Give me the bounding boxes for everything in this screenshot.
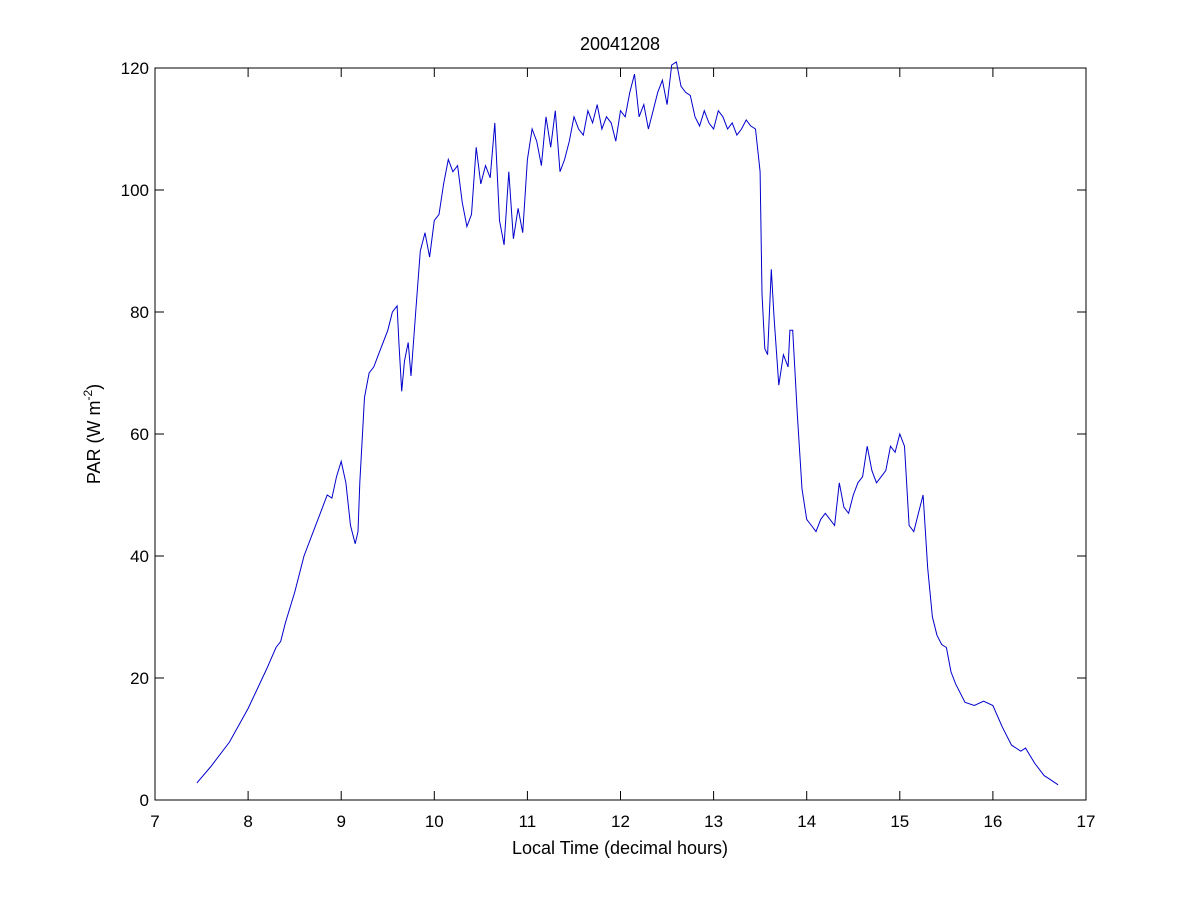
y-axis-ticks: 0 20 40 60 80 100 120 <box>121 59 1086 810</box>
y-tick-label: 80 <box>130 303 149 322</box>
x-tick-label: 12 <box>611 812 630 831</box>
y-axis-label: PAR (W m-2) <box>81 384 104 484</box>
y-axis-label-base: PAR (W m <box>84 401 104 485</box>
y-tick-label: 100 <box>121 181 149 200</box>
x-tick-label: 16 <box>983 812 1002 831</box>
x-tick-label: 11 <box>519 812 537 831</box>
y-tick-label: 20 <box>130 669 149 688</box>
x-tick-label: 10 <box>425 812 444 831</box>
x-axis-label: Local Time (decimal hours) <box>512 838 728 858</box>
x-tick-label: 13 <box>704 812 723 831</box>
par-series-line <box>196 61 1059 786</box>
x-axis-ticks: 7 8 9 10 11 12 13 14 15 16 17 <box>150 68 1095 831</box>
x-tick-label: 17 <box>1077 812 1096 831</box>
y-tick-label: 60 <box>130 425 149 444</box>
x-tick-label: 9 <box>336 812 345 831</box>
y-tick-label: 0 <box>140 791 149 810</box>
chart-title: 20041208 <box>580 34 660 54</box>
y-tick-label: 120 <box>121 59 149 78</box>
x-tick-label: 14 <box>797 812 816 831</box>
x-tick-label: 15 <box>890 812 909 831</box>
y-axis-label-superscript: -2 <box>81 390 95 401</box>
x-tick-label: 7 <box>150 812 159 831</box>
plot-area-frame <box>154 67 1087 801</box>
y-tick-label: 40 <box>130 547 149 566</box>
x-tick-label: 8 <box>243 812 252 831</box>
y-axis-label-tail: ) <box>84 384 104 390</box>
